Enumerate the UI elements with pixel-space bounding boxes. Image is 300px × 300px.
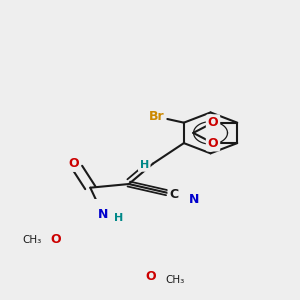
Text: O: O xyxy=(208,116,218,129)
Text: CH₃: CH₃ xyxy=(22,235,41,244)
Text: N: N xyxy=(189,193,199,206)
Text: CH₃: CH₃ xyxy=(166,275,185,285)
Text: O: O xyxy=(68,157,79,170)
Text: O: O xyxy=(146,270,156,283)
Text: N: N xyxy=(98,208,109,221)
Text: Br: Br xyxy=(148,110,164,123)
Text: H: H xyxy=(114,213,124,224)
Text: O: O xyxy=(51,233,61,246)
Text: C: C xyxy=(169,188,178,201)
Text: H: H xyxy=(140,160,149,170)
Text: O: O xyxy=(208,136,218,150)
